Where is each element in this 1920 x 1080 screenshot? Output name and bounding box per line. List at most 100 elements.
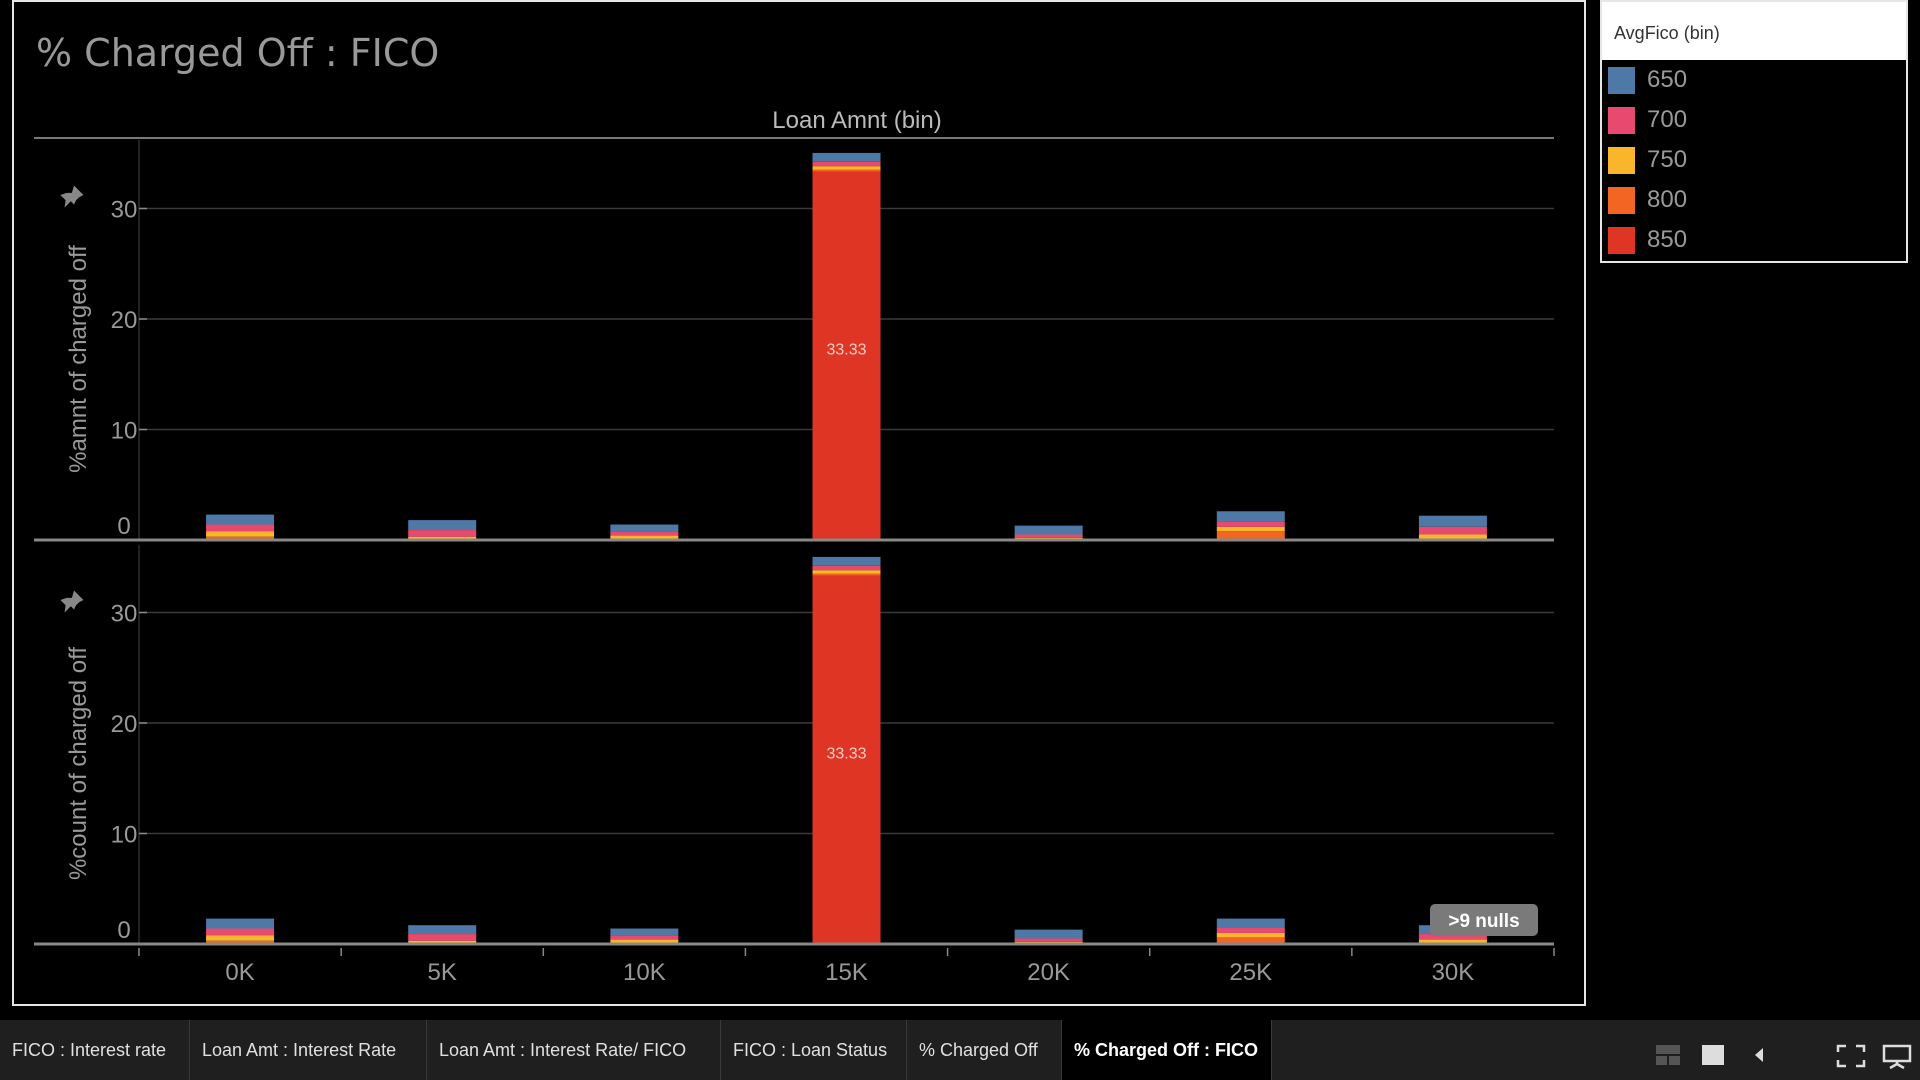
bar-segment-750-30K (1418, 939, 1487, 944)
x-tick-label: 30K (1432, 959, 1475, 986)
bar-segment-700-30K (1418, 934, 1487, 940)
legend-swatch (1608, 146, 1635, 174)
legend-label: 650 (1647, 66, 1688, 93)
x-tick-label: 10K (623, 959, 666, 986)
legend-item-700[interactable]: 700 (1602, 100, 1906, 140)
bar-segment-700-25K (1216, 521, 1285, 527)
bar-segment-650-5K (408, 925, 477, 935)
legend-swatch (1608, 66, 1635, 94)
bar-segment-650-5K (408, 520, 477, 531)
pin-icon (60, 590, 84, 613)
tab-fico-loan-status[interactable]: FICO : Loan Status (721, 1020, 907, 1080)
bar-segment-700-10K (610, 531, 679, 536)
back-icon[interactable] (1752, 1044, 1766, 1066)
y-tick-label: 10 (111, 822, 138, 849)
bar-segment-700-10K (610, 935, 679, 940)
y-axis-label: %amnt of charged off (65, 245, 92, 473)
legend-swatch (1608, 106, 1635, 134)
y-tick-label: 20 (111, 711, 138, 738)
bar-segment-700-5K (408, 530, 477, 537)
y-tick-label: 0 (117, 513, 130, 540)
legend-item-750[interactable]: 750 (1602, 140, 1906, 180)
column-header: Loan Amnt (bin) (772, 107, 941, 134)
bar-segment-650-10K (610, 524, 679, 532)
bar-segment-750-0K (206, 531, 275, 537)
bar-segment-700-30K (1418, 526, 1487, 535)
bar-segment-850-15K (812, 575, 881, 944)
fullscreen-icon[interactable] (1836, 1044, 1866, 1068)
tab-fico-interest-rate[interactable]: FICO : Interest rate (0, 1020, 190, 1080)
bar-segment-750-25K (1216, 526, 1285, 532)
grid-view-icon[interactable] (1655, 1044, 1681, 1066)
legend-item-850[interactable]: 850 (1602, 220, 1906, 260)
tab-loan-amt-interest-rate[interactable]: Loan Amt : Interest Rate (190, 1020, 427, 1080)
bar-segment-750-30K (1418, 534, 1487, 540)
data-label: 33.33 (826, 745, 866, 762)
bar-segment-700-20K (1014, 938, 1083, 942)
bar-segment-750-5K (408, 940, 477, 944)
legend-label: 700 (1647, 106, 1688, 133)
bar-segment-650-30K (1418, 515, 1487, 527)
legend-items: 650 700 750 800 850 (1602, 60, 1906, 260)
x-tick-label: 15K (825, 959, 868, 986)
bar-segment-750-15K (812, 570, 881, 574)
bar-segment-750-10K (610, 939, 679, 944)
bar-segment-650-15K (812, 152, 881, 162)
bar-segment-650-20K (1014, 525, 1083, 535)
legend-swatch (1608, 226, 1635, 254)
bar-segment-650-25K (1216, 918, 1285, 928)
bar-segment-800-15K (812, 169, 881, 172)
legend-title: AvgFico (bin) (1602, 2, 1906, 60)
y-tick-label: 10 (111, 418, 138, 445)
tab-charged-off-fico[interactable]: % Charged Off : FICO (1062, 1020, 1272, 1080)
chart-svg: % Charged Off : FICO Loan Amnt (bin) 0 10 20… (34, 31, 1555, 986)
x-tick-label: 25K (1229, 959, 1272, 986)
bar-segment-800-0K (206, 536, 275, 540)
nulls-badge-label: >9 nulls (1448, 911, 1519, 932)
bar-segment-750-25K (1216, 932, 1285, 938)
y-tick-label: 30 (111, 197, 138, 224)
y-axis-label: %count of charged off (65, 647, 92, 880)
bar-segment-650-25K (1216, 511, 1285, 522)
bar-segment-650-20K (1014, 929, 1083, 939)
chart-title: % Charged Off : FICO (36, 31, 439, 75)
bar-segment-650-0K (206, 514, 275, 525)
single-view-icon[interactable] (1701, 1044, 1725, 1066)
bar-segment-850-15K (812, 171, 881, 541)
tab-charged-off[interactable]: % Charged Off (907, 1020, 1062, 1080)
legend-item-800[interactable]: 800 (1602, 180, 1906, 220)
data-label: 33.33 (826, 341, 866, 358)
bar-segment-700-0K (206, 928, 275, 936)
sheet-tab-bar: FICO : Interest rate Loan Amt : Interest … (0, 1020, 1920, 1080)
bar-segment-800-25K (1216, 937, 1285, 944)
bar-segment-800-0K (206, 940, 275, 944)
bar-segment-800-15K (812, 573, 881, 576)
bar-segment-650-0K (206, 918, 275, 929)
bar-segment-700-0K (206, 524, 275, 532)
nulls-badge[interactable] (1430, 904, 1538, 936)
tab-loan-amt-interest-rate-fico[interactable]: Loan Amt : Interest Rate/ FICO (427, 1020, 721, 1080)
bar-segment-750-0K (206, 935, 275, 941)
bar-segment-750-5K (408, 536, 477, 540)
bar-segment-750-15K (812, 166, 881, 170)
y-tick-label: 0 (117, 917, 130, 944)
legend-label: 750 (1647, 146, 1688, 173)
bar-segment-700-15K (812, 161, 881, 167)
bar-segment-650-15K (812, 556, 881, 566)
legend-item-650[interactable]: 650 (1602, 60, 1906, 100)
presentation-icon[interactable] (1882, 1044, 1912, 1070)
y-tick-label: 20 (111, 307, 138, 334)
legend-swatch (1608, 186, 1635, 214)
legend-label: 800 (1647, 186, 1688, 213)
bar-segment-700-5K (408, 934, 477, 941)
legend-label: 850 (1647, 226, 1688, 253)
chart-frame: % Charged Off : FICO Loan Amnt (bin) 0 10 20… (12, 0, 1586, 1006)
bar-segment-650-10K (610, 928, 679, 936)
bar-segment-800-25K (1216, 531, 1285, 540)
x-tick-label: 5K (428, 959, 457, 986)
bar-segment-700-25K (1216, 927, 1285, 933)
bar-segment-750-10K (610, 535, 679, 540)
pin-icon (60, 185, 84, 208)
bar-segment-700-20K (1014, 534, 1083, 538)
bar-segment-700-15K (812, 565, 881, 571)
